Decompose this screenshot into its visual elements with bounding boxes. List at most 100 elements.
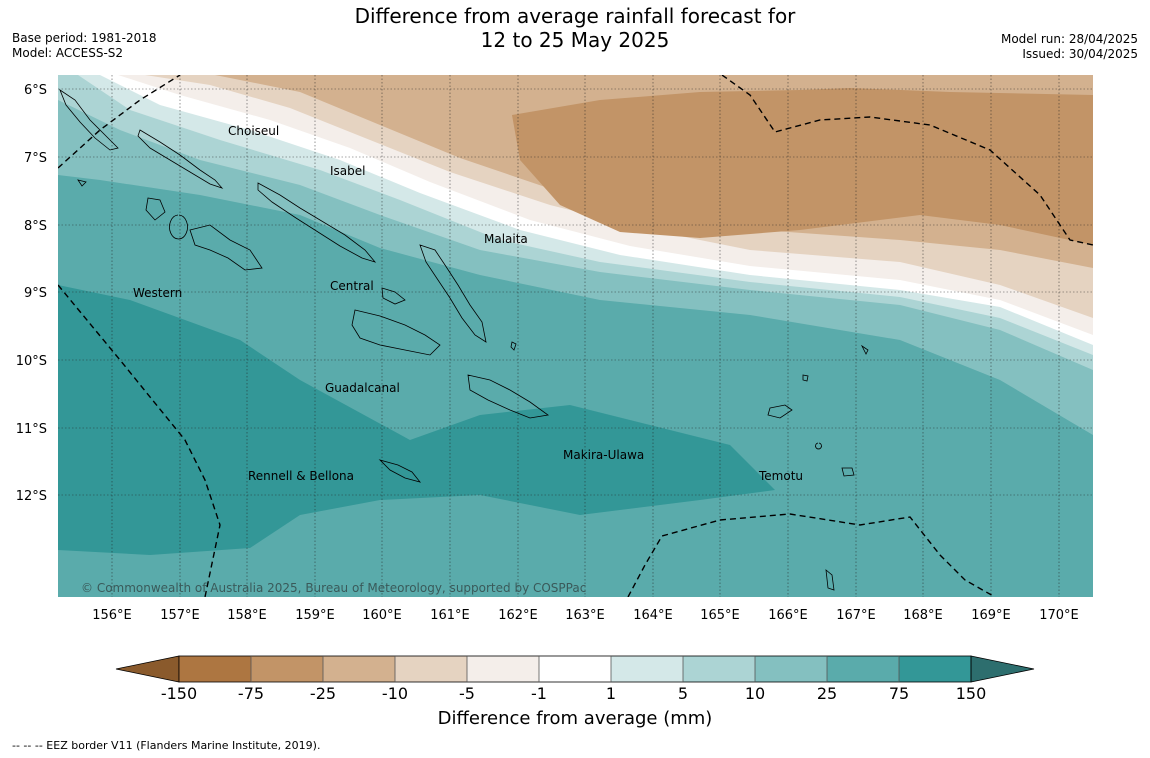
eez-west <box>58 284 221 597</box>
island-small-3 <box>510 341 517 351</box>
lon-tick: 170°E <box>1039 608 1079 623</box>
lon-tick-labels: 156°E 157°E 158°E 159°E 160°E 161°E 162°… <box>92 608 1079 623</box>
island-tikopia <box>815 442 822 450</box>
rainfall-anomaly-field: Choiseul Isabel Malaita Western Central … <box>58 75 1093 597</box>
region-labels: Choiseul Isabel Malaita Western Central … <box>133 124 803 483</box>
colorbar-swatch <box>179 656 251 682</box>
colorbar-title: Difference from average (mm) <box>437 708 713 729</box>
island-santa-cruz <box>767 404 793 419</box>
colorbar-tick: 150 <box>956 684 987 703</box>
label-choiseul: Choiseul <box>228 124 279 138</box>
island-new-georgia <box>189 224 263 271</box>
lon-tick: 161°E <box>430 608 470 623</box>
colorbar-swatch <box>827 656 899 682</box>
colorbar-swatch <box>395 656 467 682</box>
eez-southeast <box>627 513 996 597</box>
issued-date: Issued: 30/04/2025 <box>1022 47 1138 61</box>
band-minus75-minus25 <box>512 88 1093 245</box>
lon-tick: 165°E <box>700 608 740 623</box>
meta-left: Base period: 1981-2018 Model: ACCESS-S2 <box>12 31 157 61</box>
island-kolombangara <box>169 214 188 240</box>
copyright-notice: © Commonwealth of Australia 2025, Bureau… <box>81 581 586 595</box>
graticule <box>58 75 1093 597</box>
coastlines <box>59 88 869 591</box>
lat-tick: 11°S <box>16 422 47 437</box>
colorbar-swatch <box>251 656 323 682</box>
colorbar-tick: -10 <box>382 684 408 703</box>
meta-right: Model run: 28/04/2025 Issued: 30/04/2025 <box>1001 32 1138 62</box>
colorbar-tick: -150 <box>161 684 197 703</box>
colorbar-tick: 10 <box>745 684 765 703</box>
eez-borders <box>58 75 1093 597</box>
colorbar-swatch <box>539 656 611 682</box>
lon-tick: 166°E <box>768 608 808 623</box>
colorbar-tick: 1 <box>606 684 616 703</box>
band-75-150 <box>58 285 775 555</box>
island-small-2 <box>825 569 835 591</box>
island-florida <box>381 287 406 305</box>
lon-tick: 156°E <box>92 608 132 623</box>
model-run: Model run: 28/04/2025 <box>1000 32 1138 46</box>
island-guadalcanal <box>351 309 441 356</box>
island-vella <box>145 197 166 221</box>
lat-tick-labels: 6°S 7°S 8°S 9°S 10°S 11°S 12°S <box>16 83 47 504</box>
eez-northwest <box>58 75 181 169</box>
island-bougainville-tip <box>59 88 119 151</box>
lat-tick: 10°S <box>16 354 47 369</box>
colorbar-tick: 5 <box>678 684 688 703</box>
colorbar-swatch <box>323 656 395 682</box>
title-line-2: 12 to 25 May 2025 <box>480 28 670 52</box>
lat-tick: 12°S <box>16 489 47 504</box>
lon-tick: 160°E <box>362 608 402 623</box>
lon-tick: 162°E <box>498 608 538 623</box>
label-central: Central <box>330 279 374 293</box>
lon-tick: 157°E <box>160 608 200 623</box>
colorbar-tick: -25 <box>310 684 336 703</box>
label-makira-ulawa: Makira-Ulawa <box>563 448 644 462</box>
colorbar-arrow-low <box>115 655 180 683</box>
title-line-1: Difference from average rainfall forecas… <box>354 4 796 28</box>
label-isabel: Isabel <box>330 164 365 178</box>
chart-title: Difference from average rainfall forecas… <box>0 4 1150 52</box>
island-small-4 <box>860 344 869 355</box>
island-small-1 <box>802 374 809 382</box>
colorbar-swatch <box>683 656 755 682</box>
colorbar: -150 -75 -25 -10 -5 -1 1 5 10 25 75 150 <box>115 655 1035 703</box>
lon-tick: 159°E <box>295 608 335 623</box>
island-isabel <box>257 182 377 263</box>
colorbar-frame <box>178 655 972 683</box>
lon-tick: 164°E <box>633 608 673 623</box>
colorbar-tick: -5 <box>459 684 475 703</box>
lat-tick: 6°S <box>24 83 47 98</box>
lon-tick: 168°E <box>903 608 943 623</box>
lon-tick: 158°E <box>227 608 267 623</box>
lon-tick: 167°E <box>836 608 876 623</box>
colorbar-dividers <box>250 656 900 682</box>
colorbar-swatch <box>467 656 539 682</box>
label-rennell-bellona: Rennell & Bellona <box>248 469 354 483</box>
colorbar-arrow-high <box>970 655 1035 683</box>
lon-tick: 169°E <box>971 608 1011 623</box>
colorbar-tick: -1 <box>531 684 547 703</box>
label-guadalcanal: Guadalcanal <box>325 381 400 395</box>
eez-footnote: -- -- -- EEZ border V11 (Flanders Marine… <box>12 739 321 752</box>
lat-tick: 9°S <box>24 286 47 301</box>
label-temotu: Temotu <box>758 469 803 483</box>
island-malaita <box>419 244 487 343</box>
label-western: Western <box>133 286 182 300</box>
eez-northeast <box>721 75 1093 246</box>
lon-tick: 163°E <box>565 608 605 623</box>
colorbar-tick: 25 <box>817 684 837 703</box>
colorbar-swatch <box>899 656 971 682</box>
colorbar-swatch <box>611 656 683 682</box>
island-rennell <box>378 459 422 483</box>
lat-tick: 7°S <box>24 151 47 166</box>
lat-tick: 8°S <box>24 219 47 234</box>
island-makira <box>467 374 550 419</box>
colorbar-tick: -75 <box>238 684 264 703</box>
island-choiseul <box>137 129 224 189</box>
label-malaita: Malaita <box>484 232 528 246</box>
island-vanikoro <box>841 467 855 477</box>
colorbar-swatch <box>755 656 827 682</box>
